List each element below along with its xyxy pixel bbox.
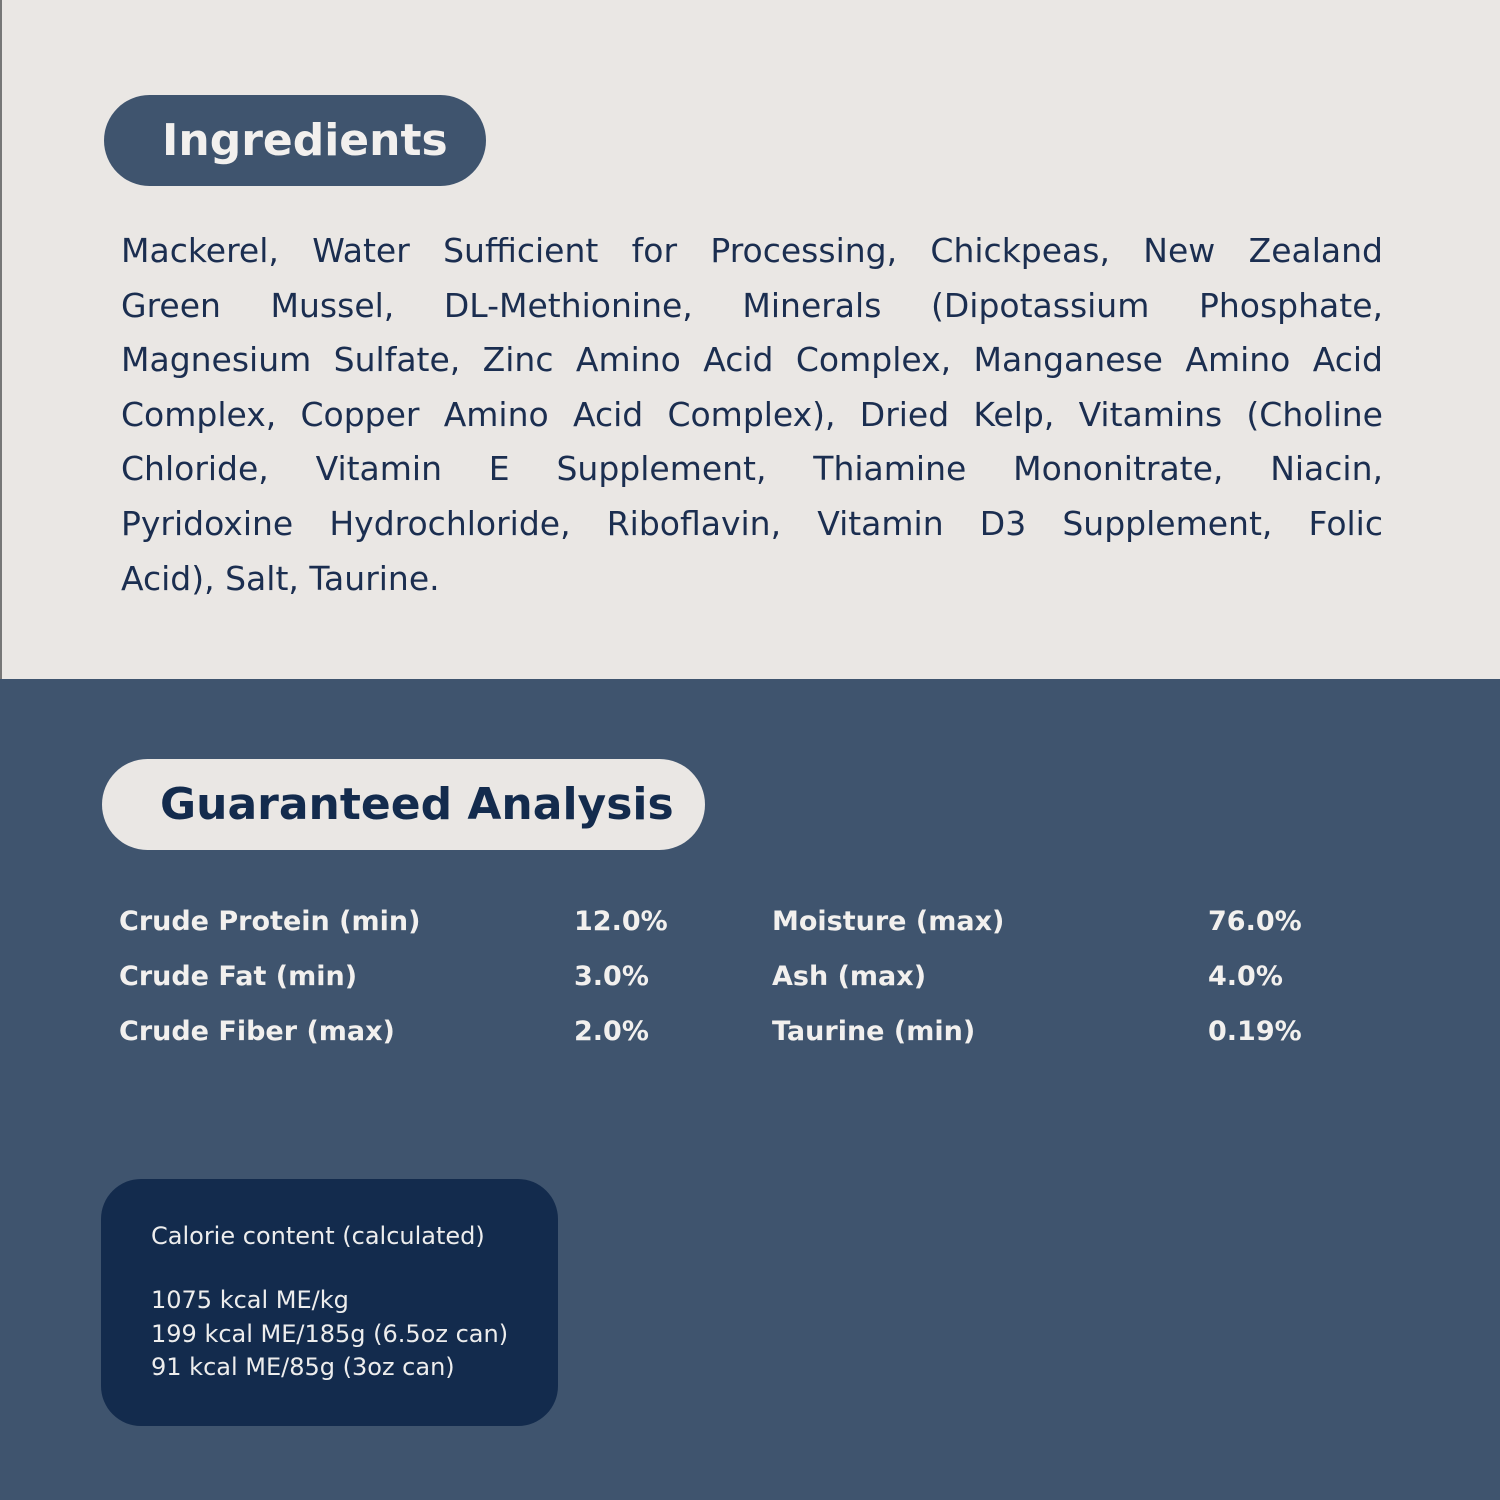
analysis-label: Crude Fiber (max) (119, 1016, 395, 1047)
calorie-title: Calorie content (calculated) (151, 1222, 485, 1250)
calorie-content-box: Calorie content (calculated) 1075 kcal M… (101, 1179, 558, 1426)
ingredients-line: Chloride, Vitamin E Supplement, Thiamine… (121, 449, 1383, 489)
analysis-value: 76.0% (1208, 906, 1302, 937)
calorie-line: 1075 kcal ME/kg (151, 1286, 349, 1314)
calorie-line: 91 kcal ME/85g (3oz can) (151, 1353, 455, 1381)
calorie-line: 199 kcal ME/185g (6.5oz can) (151, 1320, 509, 1348)
analysis-value: 3.0% (574, 961, 649, 992)
analysis-label: Moisture (max) (772, 906, 1005, 937)
analysis-label: Crude Protein (min) (119, 906, 421, 937)
ingredients-list: Mackerel, Water Sufficient for Processin… (121, 224, 1383, 606)
ingredients-line: Magnesium Sulfate, Zinc Amino Acid Compl… (121, 340, 1383, 380)
analysis-value: 0.19% (1208, 1016, 1302, 1047)
analysis-label: Ash (max) (772, 961, 927, 992)
ingredients-line: Green Mussel, DL-Methionine, Minerals (D… (121, 285, 1383, 325)
analysis-label: Crude Fat (min) (119, 961, 358, 992)
analysis-value: 12.0% (574, 906, 668, 937)
analysis-value: 4.0% (1208, 961, 1283, 992)
ingredients-line: Acid), Salt, Taurine. (121, 558, 440, 598)
guaranteed-analysis-heading: Guaranteed Analysis (102, 759, 705, 850)
ingredients-heading: Ingredients (104, 95, 486, 186)
analysis-value: 2.0% (574, 1016, 649, 1047)
ingredients-line: Pyridoxine Hydrochloride, Riboflavin, Vi… (121, 503, 1383, 543)
ingredients-section: Ingredients Mackerel, Water Sufficient f… (0, 0, 1500, 679)
ingredients-line: Complex, Copper Amino Acid Complex), Dri… (121, 394, 1383, 434)
analysis-label: Taurine (min) (772, 1016, 976, 1047)
ingredients-line: Mackerel, Water Sufficient for Processin… (121, 231, 1383, 270)
